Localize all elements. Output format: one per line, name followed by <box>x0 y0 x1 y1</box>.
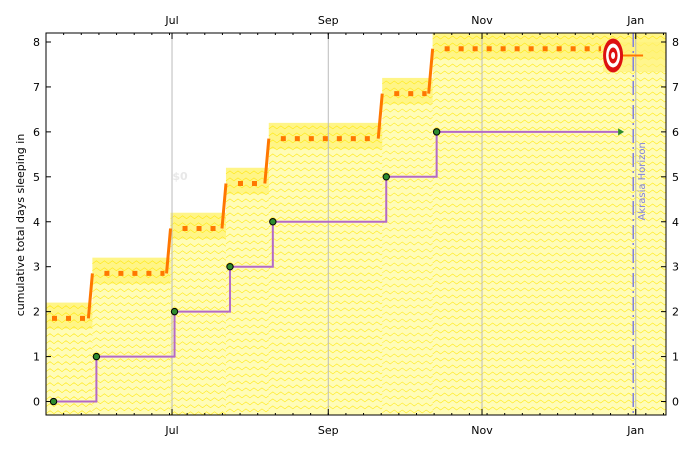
data-line <box>53 128 625 403</box>
data-point <box>269 218 277 226</box>
road-edge <box>92 257 175 284</box>
data-step-line <box>53 130 619 403</box>
road-texture <box>46 305 103 415</box>
yellow-brick-road <box>46 33 666 415</box>
data-point <box>92 352 101 361</box>
y-tick-label-left: 1 <box>33 351 40 364</box>
data-points <box>49 128 441 406</box>
y-tick-label-right: 6 <box>672 126 679 139</box>
road-jump <box>376 93 384 139</box>
x-tick-label-top: Sep <box>318 14 339 27</box>
y-tick-label-right: 1 <box>672 351 679 364</box>
road-texture <box>225 170 275 413</box>
axes: 0 0 1 1 2 2 3 3 4 4 5 5 6 6 7 7 8 8 Jul Jul Sep Sep Nov Nov Jan J… <box>33 14 679 437</box>
x-tick-label-bottom: Nov <box>471 424 493 437</box>
goal-target-icon <box>603 38 644 73</box>
goal-bullseye <box>611 51 616 59</box>
plot-frame <box>45 32 667 416</box>
horizon-label: Akrasia Horizon <box>637 142 648 220</box>
road-texture <box>432 35 666 411</box>
y-tick-label-left: 4 <box>33 216 40 229</box>
akrasia-horizon: Akrasia Horizon <box>632 33 648 415</box>
watermark-amount: $0 <box>172 170 188 183</box>
y-tick-label-left: 2 <box>33 306 40 319</box>
road-jump <box>86 273 94 319</box>
y-tick-label-right: 3 <box>672 261 679 274</box>
road-segment <box>225 167 273 415</box>
projection-arrow <box>618 128 625 136</box>
road-jump <box>220 183 228 229</box>
road-jump <box>165 228 173 274</box>
data-point <box>432 128 441 136</box>
y-axis-label: cumulative total days sleeping in <box>14 134 27 317</box>
road-segment <box>170 212 230 415</box>
road-jump <box>263 138 271 184</box>
y-tick-label-left: 8 <box>33 36 40 49</box>
road-texture <box>268 125 390 410</box>
x-tick-label-top: Nov <box>471 14 493 27</box>
x-tick-label-bottom: Sep <box>318 424 339 437</box>
x-tick-label-bottom: Jul <box>164 424 178 437</box>
road-jump <box>427 48 435 94</box>
road-segment <box>268 122 387 415</box>
y-tick-label-right: 8 <box>672 36 679 49</box>
y-tick-label-right: 2 <box>672 306 679 319</box>
y-tick-label-right: 0 <box>672 396 679 409</box>
y-tick-label-left: 5 <box>33 171 40 184</box>
y-tick-label-left: 0 <box>33 396 40 409</box>
road-texture <box>170 215 235 415</box>
data-point <box>226 262 234 271</box>
y-tick-label-left: 3 <box>33 261 40 274</box>
road-segment <box>382 77 437 415</box>
y-tick-label-right: 5 <box>672 171 679 184</box>
data-point <box>49 397 58 406</box>
x-tick-label-top: Jan <box>626 14 644 27</box>
x-tick-label-top: Jul <box>164 14 178 27</box>
y-tick-label-left: 7 <box>33 81 40 94</box>
data-point <box>382 173 390 181</box>
data-point <box>170 307 179 316</box>
y-tick-label-left: 6 <box>33 126 40 139</box>
y-tick-label-right: 7 <box>672 81 679 94</box>
gridlines <box>171 33 637 415</box>
road-texture <box>382 80 439 414</box>
y-tick-label-right: 4 <box>672 216 679 229</box>
x-tick-label-bottom: Jan <box>626 424 644 437</box>
bright-red-line <box>52 46 602 321</box>
road-segment <box>432 33 666 415</box>
